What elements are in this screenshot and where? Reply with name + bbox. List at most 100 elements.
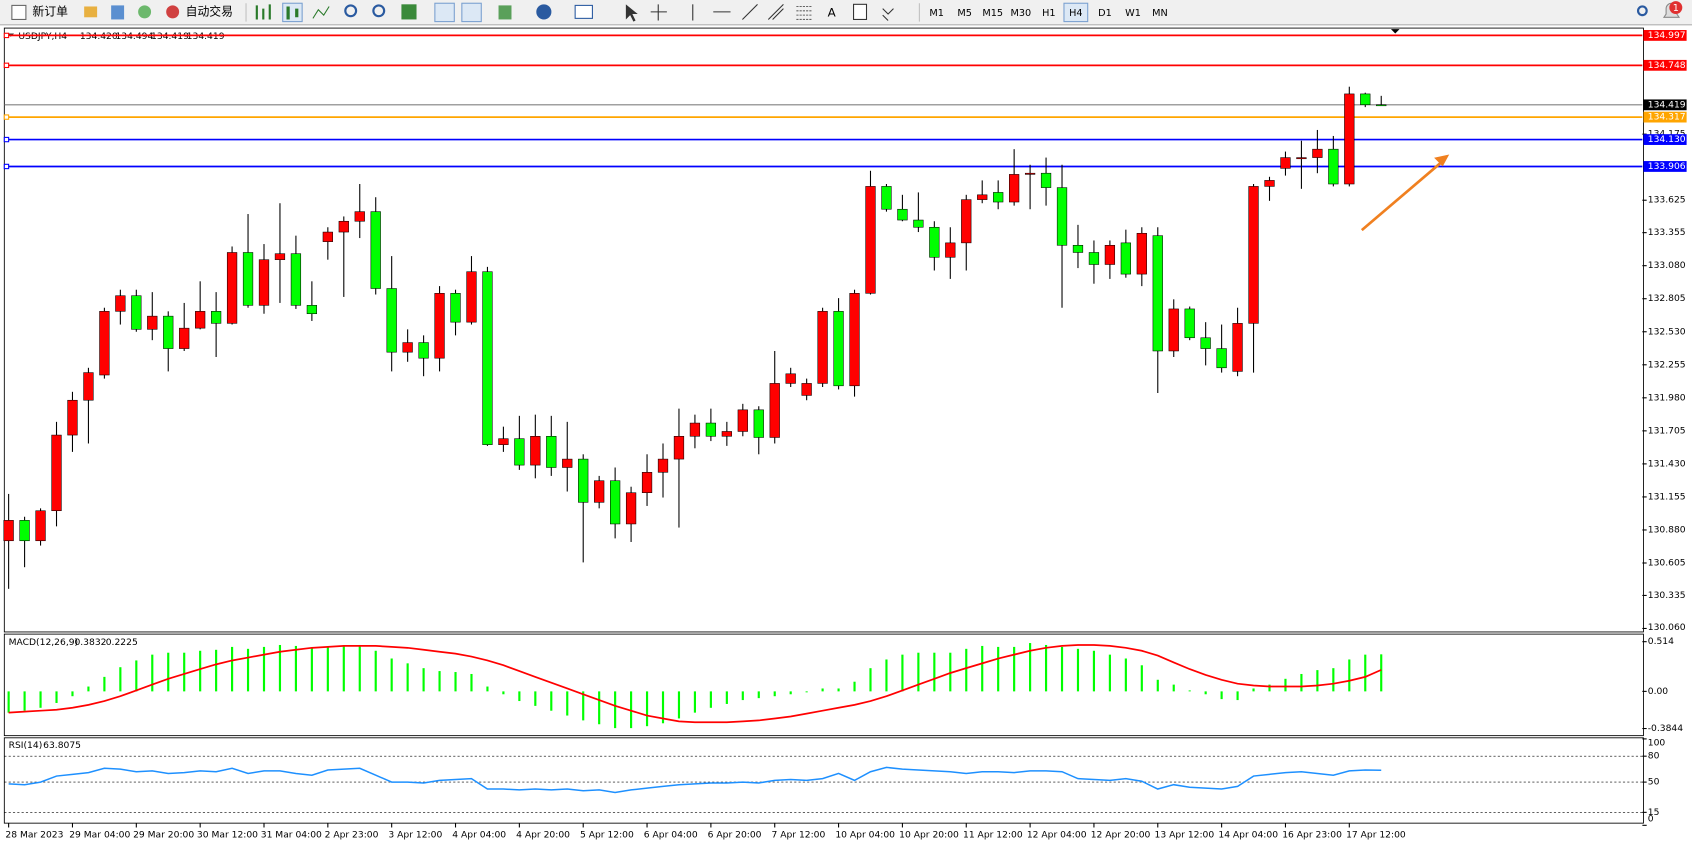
zoom-in-icon[interactable]: [344, 4, 358, 18]
candle-body: [546, 435, 557, 468]
candle-body: [1280, 157, 1291, 169]
y-tick-label: 132.805: [1648, 293, 1686, 304]
notification-badge[interactable]: [1669, 1, 1683, 15]
candle-body: [1184, 308, 1195, 339]
candle-body: [3, 520, 14, 542]
macd-title: MACD(12,26,9): [9, 637, 79, 648]
timeframe-active[interactable]: [1063, 2, 1089, 23]
candle-body: [961, 199, 972, 244]
candle-body: [753, 409, 764, 438]
level-label-bg: [1643, 59, 1687, 71]
candle-body: [625, 492, 637, 525]
candle-body: [338, 220, 349, 233]
indicators-icon[interactable]: [498, 5, 512, 20]
candle-body: [498, 438, 509, 445]
candle-body: [1104, 244, 1116, 265]
y-tick-label: 0.00: [1648, 686, 1669, 697]
new-order-icon[interactable]: [11, 4, 27, 20]
candle-body: [115, 295, 126, 312]
zoom-out-icon[interactable]: [372, 4, 386, 18]
candle-body: [402, 342, 413, 353]
timeframe-button[interactable]: M30: [1010, 8, 1031, 19]
chart-window: USDJPY,H4 134.420 134.494 134.419 134.41…: [3, 27, 1644, 824]
timeframe-button[interactable]: MN: [1152, 8, 1168, 19]
auto-trading-icon[interactable]: [166, 5, 180, 19]
x-tick-label: 17 Apr 12:00: [1346, 830, 1406, 841]
timeframe-button[interactable]: M5: [957, 8, 972, 19]
candle-body: [418, 342, 429, 359]
x-tick-label: 11 Apr 12:00: [963, 830, 1023, 841]
notification-count[interactable]: 1: [1673, 3, 1679, 14]
timeframe-button[interactable]: H4: [1069, 8, 1082, 19]
level-handle: [3, 62, 10, 69]
y-tick-label: 133.355: [1648, 227, 1686, 238]
candle-body: [817, 311, 828, 384]
timeframe-button[interactable]: W1: [1125, 8, 1141, 19]
candle-body: [1344, 93, 1355, 185]
level-label-bg: [1643, 134, 1687, 145]
y-tick-label: 132.530: [1648, 326, 1686, 337]
level-label: 134.130: [1648, 134, 1686, 145]
annotation-arrowhead: [1434, 154, 1450, 167]
candle-body: [977, 194, 988, 200]
toolbar: 新订单 自动交易 A M1 M5 M15 M30 H1 H4 D1 W1 MN 1: [0, 0, 1692, 26]
x-tick-label: 10 Apr 20:00: [899, 830, 959, 841]
header-value: 134.420: [80, 31, 118, 42]
level-handle: [3, 136, 10, 143]
line-chart-icon[interactable]: [312, 6, 330, 19]
icon[interactable]: [84, 6, 98, 18]
crosshair-icon[interactable]: [650, 4, 667, 21]
icon[interactable]: [111, 5, 125, 20]
x-tick-label: 6 Apr 04:00: [644, 830, 698, 841]
header-value: 134.419: [151, 31, 189, 42]
timeframe-button[interactable]: D1: [1098, 8, 1112, 19]
y-tick-label: 133.080: [1648, 260, 1686, 271]
candle-body: [1056, 187, 1068, 246]
text-tool[interactable]: A: [828, 5, 837, 19]
candle-body: [689, 422, 701, 437]
candle-body: [163, 315, 174, 349]
arrows-tool[interactable]: [882, 8, 894, 21]
bar-chart-icon[interactable]: [255, 4, 271, 20]
fibo-icon[interactable]: [796, 5, 812, 20]
timeframe-button[interactable]: M1: [929, 8, 944, 19]
templates-icon[interactable]: [574, 4, 593, 19]
auto-trading-button[interactable]: 自动交易: [186, 4, 233, 18]
candle-body: [226, 252, 238, 324]
y-tick-label: 134.175: [1648, 129, 1686, 140]
cursor-icon[interactable]: [625, 4, 638, 22]
autoscroll-icon[interactable]: [434, 2, 455, 23]
periods-icon[interactable]: [536, 4, 552, 20]
y-tick-label: 130.605: [1648, 557, 1686, 568]
candle-body: [482, 271, 493, 445]
candle-body: [1328, 148, 1339, 185]
timeframe-button[interactable]: M15: [982, 8, 1003, 19]
candle-body: [386, 288, 397, 353]
level-label-bg: [1643, 111, 1687, 123]
new-order-button[interactable]: 新订单: [32, 4, 68, 18]
candles-glyph: [286, 6, 299, 20]
y-tick-label: 0.514: [1648, 636, 1674, 647]
search-icon[interactable]: [1636, 5, 1648, 17]
candle-body: [147, 315, 158, 330]
candle-body: [945, 242, 956, 258]
candle-body: [274, 253, 286, 260]
candle-body: [737, 409, 748, 432]
trendline-icon[interactable]: [742, 3, 758, 20]
candle-body: [769, 383, 780, 438]
rsi-line: [8, 766, 1382, 794]
bid-label-bg: [1643, 99, 1687, 111]
label-tool[interactable]: [853, 3, 868, 20]
candle-body: [849, 293, 860, 387]
tile-icon[interactable]: [401, 4, 417, 20]
x-tick-label: 30 Mar 12:00: [197, 830, 258, 841]
channel-icon[interactable]: [767, 3, 784, 20]
candle-body: [1009, 174, 1020, 203]
candle-body: [131, 295, 142, 330]
timeframe-button[interactable]: H1: [1042, 8, 1055, 19]
shift-icon[interactable]: [461, 2, 482, 23]
icon[interactable]: [138, 5, 152, 19]
candles-icon[interactable]: [282, 2, 303, 23]
candle-body: [1024, 172, 1036, 175]
candle-body: [434, 293, 445, 359]
